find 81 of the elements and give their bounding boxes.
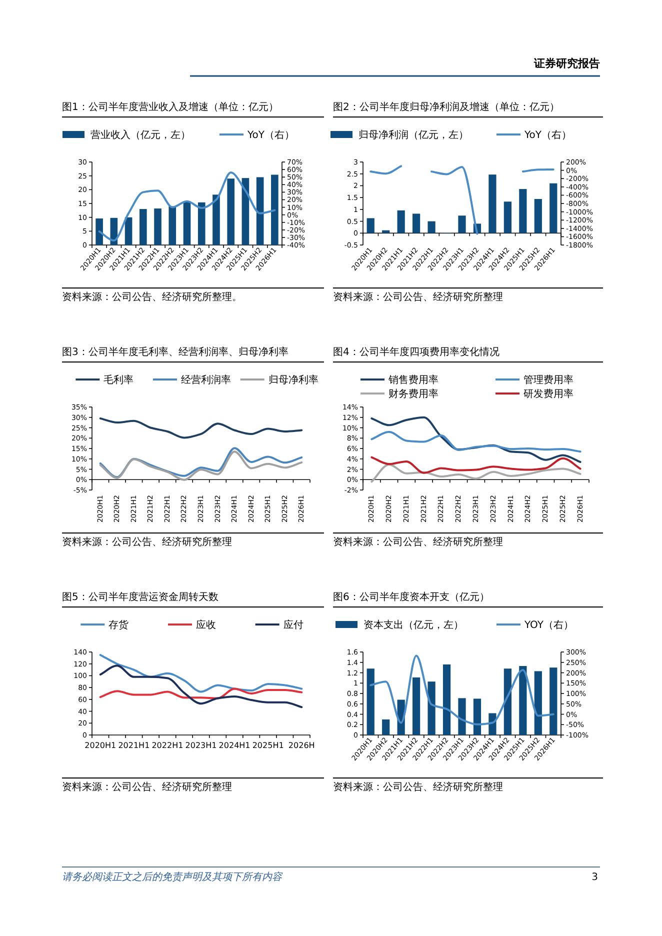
x-tick-label: 2020H1 <box>84 741 116 750</box>
bar <box>227 178 234 245</box>
x-tick-label: 2026H <box>288 741 315 750</box>
bar <box>397 210 405 234</box>
line-series <box>98 172 276 242</box>
bar <box>534 671 542 735</box>
chart-title: 图1：公司半年度营业收入及增速（单位：亿元） <box>62 101 278 113</box>
bar <box>154 208 162 245</box>
chart-title: 图4：公司半年度四项费用率变化情况 <box>333 346 500 358</box>
legend-label: 研发费用率 <box>524 388 574 400</box>
chart-title: 图2：公司半年度归母净利润及增速（单位：亿元） <box>333 101 560 113</box>
legend-label: 资本支出（亿元，左） <box>364 619 464 631</box>
bar <box>256 177 264 245</box>
line-series <box>370 416 582 463</box>
legend-label: 营业收入（亿元，左） <box>90 129 190 141</box>
x-tick-label: 2025H1 <box>252 741 284 750</box>
bar <box>458 216 466 234</box>
bar <box>428 682 436 735</box>
legend-label: 管理费用率 <box>524 374 574 386</box>
text: 3 <box>592 872 598 883</box>
bar <box>140 209 147 245</box>
bar <box>550 183 558 234</box>
legend-label: 归母净利润（亿元，左） <box>358 129 468 141</box>
bar <box>242 178 250 245</box>
bar <box>550 668 558 735</box>
bar <box>519 666 527 735</box>
text: 资料来源：公司公告、经济研究所整理 <box>62 781 232 793</box>
line-series <box>370 430 582 453</box>
bar <box>198 202 206 245</box>
bar <box>428 221 436 234</box>
text: 资料来源：公司公告、经济研究所整理 <box>62 536 232 548</box>
text: 资料来源：公司公告、经济研究所整理 <box>333 536 503 548</box>
bar <box>504 668 512 735</box>
legend-label: 归母净利率 <box>268 374 318 386</box>
legend-label: 财务费用率 <box>388 388 438 400</box>
legend-label: 应付 <box>283 619 304 631</box>
bar <box>473 698 482 735</box>
bar <box>442 664 451 735</box>
bar <box>183 201 191 245</box>
line-series <box>370 464 582 483</box>
legend-label: YoY（右） <box>524 130 572 141</box>
line-series <box>99 417 303 439</box>
bar <box>534 198 542 234</box>
legend-label: 销售费用率 <box>388 374 438 386</box>
bar <box>519 189 527 234</box>
bar <box>412 214 420 234</box>
legend-label: 存货 <box>108 619 129 631</box>
chart-title: 图6：公司半年度资本开支（亿元） <box>333 591 490 603</box>
x-tick-label: 2021H1 <box>118 741 150 750</box>
chart-title: 图5：公司半年度营运资金周转天数 <box>62 591 218 603</box>
legend-label: 经营利润率 <box>181 374 231 386</box>
x-tick-label: 2023H1 <box>185 741 217 750</box>
text: 证券研究报告 <box>533 57 600 70</box>
bar <box>504 202 512 234</box>
legend-label: 毛利率 <box>104 374 134 386</box>
text: 资料来源：公司公告、经济研究所整理。 <box>62 291 242 303</box>
x-tick-label: 2022H1 <box>152 741 184 750</box>
bar <box>412 677 420 735</box>
text: 请务必阅读正文之后的免责声明及其项下所有内容 <box>62 871 283 883</box>
line-series <box>99 688 303 700</box>
bar <box>124 217 132 245</box>
legend-label: 应收 <box>196 619 216 631</box>
bar <box>366 668 374 735</box>
bar <box>366 218 374 234</box>
bar <box>271 174 278 245</box>
text: 资料来源：公司公告、经济研究所整理 <box>333 291 503 303</box>
x-tick-label: 2024H1 <box>218 741 250 750</box>
line-series <box>99 654 303 693</box>
line-series <box>99 664 303 708</box>
bar <box>212 194 220 245</box>
bar <box>488 174 496 234</box>
text: 资料来源：公司公告、经济研究所整理 <box>333 781 503 793</box>
line-series <box>370 654 554 726</box>
bar <box>168 206 176 245</box>
line-series <box>370 456 582 474</box>
chart-title: 图3：公司半年度毛利率、经营利润率、归母净利率 <box>62 346 288 358</box>
bar <box>96 218 103 245</box>
legend-label: YOY（右） <box>524 620 574 631</box>
bar <box>382 719 390 735</box>
bar <box>458 698 466 735</box>
legend-label: YoY（右） <box>246 130 295 141</box>
